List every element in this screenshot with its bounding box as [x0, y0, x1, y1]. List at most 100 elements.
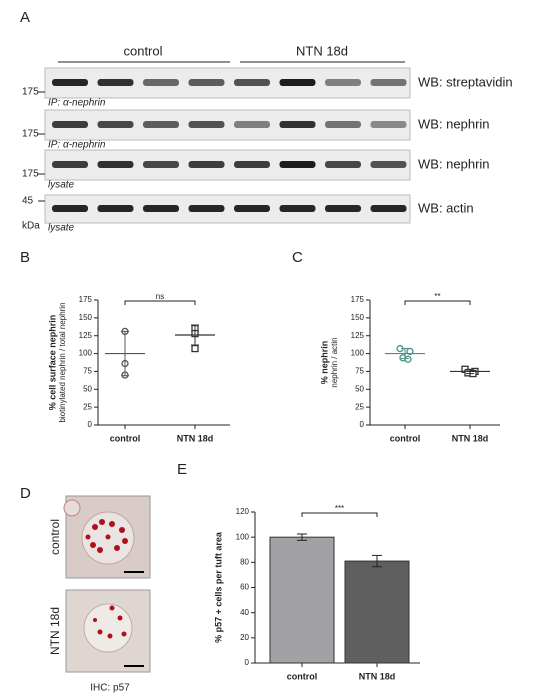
- y-tick-label: 40: [240, 608, 249, 617]
- panel-label: E: [177, 461, 187, 478]
- band: [188, 79, 225, 86]
- y-axis-label: % p57 + cells per tuft area: [213, 531, 223, 643]
- band: [325, 205, 361, 212]
- band: [143, 205, 179, 212]
- data-point: [191, 344, 199, 353]
- error-bar: [191, 324, 199, 346]
- significance-bracket: [124, 300, 196, 305]
- error-bar: [466, 368, 474, 375]
- band: [52, 161, 88, 168]
- y-tick-label: 100: [351, 349, 365, 358]
- bar: [269, 536, 335, 664]
- y-tick-label: 125: [351, 331, 365, 340]
- band: [325, 79, 361, 86]
- band: [97, 205, 134, 212]
- y-tick-label: 20: [240, 633, 249, 642]
- band: [188, 161, 225, 168]
- blot-label: WB: nephrin: [418, 156, 490, 171]
- histology-image: [65, 589, 151, 673]
- y-tick-label: 175: [79, 295, 93, 304]
- y-tick-label: 60: [240, 583, 249, 592]
- y-axis-sublabel: nephrin / actin: [330, 337, 339, 387]
- band: [143, 121, 179, 128]
- y-tick-label: 175: [351, 295, 365, 304]
- y-tick-label: 0: [88, 420, 93, 429]
- y-tick-label: 25: [83, 402, 92, 411]
- band: [52, 121, 88, 128]
- x-tick-label: NTN 18d: [452, 433, 489, 443]
- error-bar: [401, 348, 409, 360]
- mw-marker: 45: [22, 196, 34, 207]
- band: [188, 205, 225, 212]
- band: [370, 121, 407, 128]
- y-tick-label: 75: [355, 367, 364, 376]
- y-tick-label: 50: [83, 384, 92, 393]
- band: [97, 79, 134, 86]
- mw-marker: 175: [22, 87, 39, 98]
- significance-bracket: [301, 512, 378, 517]
- band: [234, 79, 270, 86]
- caption: IHC: p57: [90, 683, 130, 694]
- y-tick-label: 25: [355, 402, 364, 411]
- y-tick-label: 100: [79, 349, 93, 358]
- y-tick-label: 150: [79, 313, 93, 322]
- image-label: NTN 18d: [48, 607, 62, 655]
- blot-note: IP: α-nephrin: [48, 140, 106, 151]
- x-tick-label: control: [390, 433, 421, 443]
- y-tick-label: 125: [79, 331, 93, 340]
- y-tick-label: 0: [360, 420, 365, 429]
- panel-label: D: [20, 485, 31, 502]
- blot-note: lysate: [48, 180, 75, 191]
- x-tick-label: control: [287, 671, 318, 681]
- band: [279, 121, 316, 128]
- band: [234, 161, 270, 168]
- y-tick-label: 120: [236, 507, 250, 516]
- band: [370, 79, 407, 86]
- band: [97, 121, 134, 128]
- band: [325, 161, 361, 168]
- y-tick-label: 75: [83, 367, 92, 376]
- band: [52, 205, 88, 212]
- charts: B 0 25 50 75 100 125 150 175 % cell surface nephr…: [20, 249, 500, 681]
- y-tick-label: 80: [240, 557, 249, 566]
- bar: [344, 560, 410, 664]
- mw-marker: 175: [22, 169, 39, 180]
- unit-label: kDa: [22, 221, 40, 232]
- image-label: control: [48, 519, 62, 555]
- significance-bracket: [404, 300, 471, 305]
- group-label: control: [123, 43, 162, 58]
- band: [52, 79, 88, 86]
- panel-label: C: [292, 249, 303, 266]
- data-point: [406, 347, 414, 356]
- mw-marker: 175: [22, 129, 39, 140]
- blot-label: WB: streptavidin: [418, 74, 513, 89]
- blot-label: WB: actin: [418, 200, 474, 215]
- band: [279, 205, 316, 212]
- band: [279, 79, 316, 86]
- histology-image: [63, 495, 151, 579]
- panel-label: B: [20, 249, 30, 266]
- significance-label: ***: [335, 504, 344, 513]
- y-axis-label: % nephrin: [319, 341, 329, 385]
- blots: WB: streptavidin 175 IP: α-nephrin WB: neph…: [22, 67, 513, 234]
- band: [143, 79, 179, 86]
- y-tick-label: 50: [355, 384, 364, 393]
- significance-label: **: [434, 292, 440, 301]
- y-tick-label: 0: [245, 658, 250, 667]
- band: [143, 161, 179, 168]
- band: [370, 161, 407, 168]
- y-axis-label: % cell surface nephrin: [47, 315, 57, 411]
- x-tick-label: control: [110, 433, 141, 443]
- band: [234, 205, 270, 212]
- group-label: NTN 18d: [296, 43, 348, 58]
- x-tick-label: NTN 18d: [177, 433, 214, 443]
- error-bar: [121, 330, 129, 377]
- y-tick-label: 150: [351, 313, 365, 322]
- error-bar: [297, 533, 307, 541]
- band: [370, 205, 407, 212]
- band: [325, 121, 361, 128]
- band: [234, 121, 270, 128]
- error-bar: [372, 554, 382, 568]
- data-point: [404, 355, 412, 363]
